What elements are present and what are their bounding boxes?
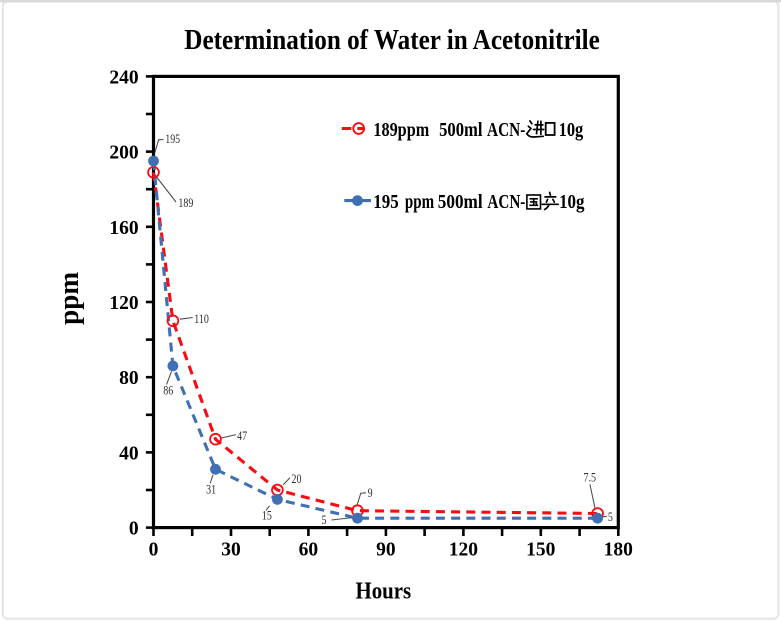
svg-text:10g: 10g bbox=[559, 191, 585, 214]
svg-text:47: 47 bbox=[237, 430, 247, 443]
svg-text:120: 120 bbox=[109, 293, 138, 314]
svg-text:0: 0 bbox=[149, 540, 159, 561]
svg-text:150: 150 bbox=[526, 540, 555, 561]
svg-text:5: 5 bbox=[608, 511, 613, 524]
svg-text:7.5: 7.5 bbox=[584, 472, 597, 485]
svg-text:160: 160 bbox=[109, 218, 138, 239]
svg-text:110: 110 bbox=[194, 313, 209, 326]
svg-text:0: 0 bbox=[129, 519, 139, 540]
svg-text:90: 90 bbox=[376, 540, 396, 561]
svg-text:500ml: 500ml bbox=[439, 119, 482, 141]
svg-text:20: 20 bbox=[292, 473, 302, 486]
svg-text:Determination of Water in Acet: Determination of Water in Acetonitrile bbox=[184, 23, 600, 55]
svg-text:ACN-: ACN- bbox=[487, 118, 525, 140]
svg-text:200: 200 bbox=[109, 143, 138, 164]
svg-text:195: 195 bbox=[373, 191, 398, 214]
svg-text:80: 80 bbox=[119, 368, 139, 389]
svg-text:60: 60 bbox=[299, 540, 319, 561]
svg-text:15: 15 bbox=[262, 509, 272, 522]
svg-text:195: 195 bbox=[165, 133, 180, 146]
svg-text:180: 180 bbox=[604, 540, 633, 561]
svg-text:189: 189 bbox=[178, 197, 193, 210]
svg-text:120: 120 bbox=[449, 540, 478, 561]
svg-text:40: 40 bbox=[119, 443, 139, 464]
svg-text:86: 86 bbox=[163, 385, 173, 398]
svg-text:189ppm: 189ppm bbox=[373, 119, 429, 141]
svg-text:9: 9 bbox=[368, 487, 373, 500]
svg-text:Hours: Hours bbox=[356, 577, 412, 604]
svg-text:ppm: ppm bbox=[405, 190, 434, 213]
svg-text:30: 30 bbox=[221, 540, 241, 561]
svg-text:500ml: 500ml bbox=[438, 191, 483, 214]
svg-text:31: 31 bbox=[206, 484, 216, 497]
svg-text:240: 240 bbox=[109, 67, 138, 88]
svg-text:ppm: ppm bbox=[53, 272, 84, 325]
svg-text:ACN-: ACN- bbox=[487, 190, 525, 213]
svg-text:10g: 10g bbox=[559, 119, 584, 141]
svg-text:5: 5 bbox=[322, 514, 327, 527]
